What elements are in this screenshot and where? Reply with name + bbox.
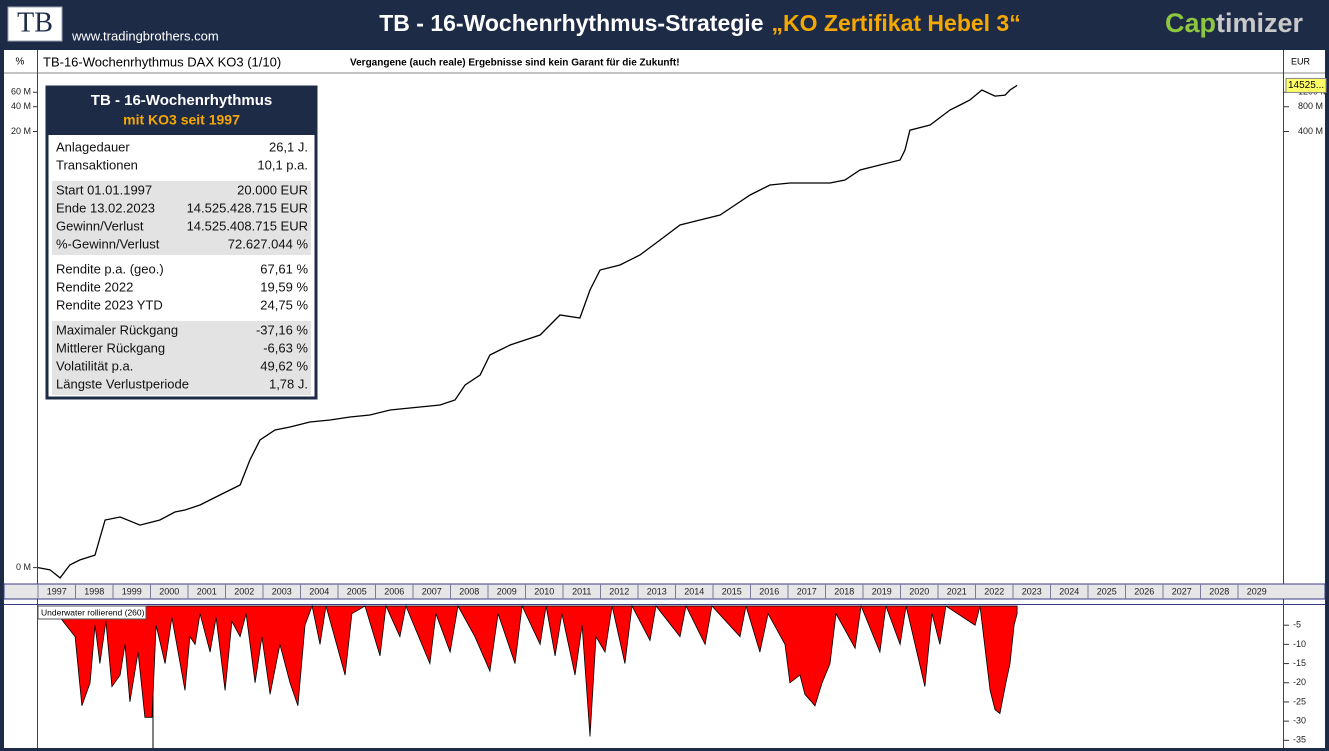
panel-title: Underwater rollierend (260): [41, 607, 145, 617]
stats-subtitle: mit KO3 seit 1997: [123, 112, 240, 128]
x-tick-label: 2009: [497, 586, 517, 596]
disclaimer: Vergangene (auch reale) Ergebnisse sind …: [350, 58, 680, 69]
y-tick-label: -30: [1293, 716, 1306, 726]
x-tick-label: 2027: [1172, 586, 1192, 596]
x-tick-label: 2002: [234, 586, 254, 596]
stats-label: Start 01.01.1997: [56, 182, 152, 197]
stats-title: TB - 16-Wochenrhythmus: [91, 92, 272, 109]
stats-value: 10,1 p.a.: [257, 157, 308, 172]
y-tick-label: 40 M: [11, 101, 31, 111]
stats-value: 1,78 J.: [269, 376, 308, 391]
y-tick-label: -15: [1293, 658, 1306, 668]
instrument: TB-16-Wochenrhythmus DAX KO3 (1/10): [43, 54, 281, 69]
stats-value: 49,62 %: [260, 358, 308, 373]
stats-label: Maximaler Rückgang: [56, 322, 178, 337]
x-tick-label: 1999: [122, 586, 142, 596]
stats-group-bg: [52, 181, 311, 255]
x-tick-label: 2020: [909, 586, 929, 596]
y-tick-label: 20 M: [11, 126, 31, 136]
x-tick-label: 2024: [1059, 586, 1079, 596]
x-tick-label: 2014: [684, 586, 704, 596]
stats-group-bg: [52, 321, 311, 395]
x-tick-label: 2004: [309, 586, 329, 596]
equity-line: [37, 84, 1018, 579]
x-tick-label: 1998: [84, 586, 104, 596]
y-tick-label: -5: [1293, 620, 1301, 630]
x-tick-label: 1997: [47, 586, 67, 596]
x-tick-label: 2003: [272, 586, 292, 596]
last-value-box: [1285, 77, 1327, 93]
stats-value: 26,1 J.: [269, 139, 308, 154]
x-tick-label: 2028: [1209, 586, 1229, 596]
stats-label: Ende 13.02.2023: [56, 200, 155, 215]
stats-value: 20.000 EUR: [237, 182, 308, 197]
left-unit: %: [16, 57, 25, 68]
x-tick-label: 2013: [647, 586, 667, 596]
stats-value: -37,16 %: [256, 322, 308, 337]
x-tick-label: 2005: [347, 586, 367, 596]
stats-label: Volatilität p.a.: [56, 358, 133, 373]
y-tick-label: 60 M: [11, 87, 31, 97]
right-unit: EUR: [1291, 56, 1311, 66]
underwater-area: [37, 604, 1018, 737]
stats-value: -6,63 %: [263, 340, 308, 355]
stats-label: Rendite 2022: [56, 279, 133, 294]
panel-title-box: [37, 605, 147, 620]
stats-label: Anlagedauer: [56, 139, 130, 154]
x-tick-label: 2000: [159, 586, 179, 596]
x-tick-label: 2011: [572, 586, 591, 596]
x-tick-label: 2012: [609, 586, 629, 596]
y-tick-label: -10: [1293, 639, 1306, 649]
x-tick-label: 2010: [534, 586, 554, 596]
brand-cap: Cap: [1165, 8, 1216, 38]
x-tick-label: 2029: [1247, 586, 1267, 596]
stats-label: %-Gewinn/Verlust: [56, 236, 160, 251]
stats-label: Rendite 2023 YTD: [56, 297, 163, 312]
x-tick-label: 2001: [197, 586, 217, 596]
y-tick-label: -35: [1293, 735, 1306, 745]
x-tick-label: 2015: [722, 586, 742, 596]
y-tick-label: 0 M: [16, 562, 31, 572]
stats-label: Mittlerer Rückgang: [56, 340, 165, 355]
y2-tick-label: 800 M: [1298, 101, 1323, 111]
page-title: TB - 16-Wochenrhythmus-Strategie „KO Zert…: [379, 10, 1020, 36]
x-tick-label: 2008: [459, 586, 479, 596]
last-value-label: 14525...: [1288, 80, 1324, 91]
stats-value: 67,61 %: [260, 261, 308, 276]
x-tick-label: 2023: [1022, 586, 1042, 596]
title-main: TB - 16-Wochenrhythmus-Strategie: [379, 10, 763, 36]
logo: TB: [17, 7, 53, 38]
stats-value: 19,59 %: [260, 279, 308, 294]
stats-value: 14.525.428.715 EUR: [187, 200, 308, 215]
brand: Captimizer: [1165, 8, 1304, 38]
x-tick-label: 2016: [759, 586, 779, 596]
x-tick-label: 2017: [797, 586, 817, 596]
x-tick-label: 2021: [947, 586, 967, 596]
x-tick-label: 2022: [984, 586, 1004, 596]
y-tick-label: -20: [1293, 677, 1306, 687]
x-tick-label: 2026: [1134, 586, 1154, 596]
stats-value: 14.525.408.715 EUR: [187, 218, 308, 233]
stats-value: 72.627.044 %: [228, 236, 309, 251]
stats-label: Gewinn/Verlust: [56, 218, 144, 233]
x-tick-label: 2019: [872, 586, 892, 596]
x-tick-label: 2007: [422, 586, 442, 596]
year-band: [3, 583, 1326, 600]
stats-label: Transaktionen: [56, 157, 138, 172]
website: www.tradingbrothers.com: [71, 28, 219, 43]
y2-tick-label: 400 M: [1298, 126, 1323, 136]
y-tick-label: -25: [1293, 696, 1306, 706]
logo-box: [7, 6, 63, 42]
stats-label: Längste Verlustperiode: [56, 376, 189, 391]
stats-value: 24,75 %: [260, 297, 308, 312]
stats-header: [47, 87, 316, 135]
stats-label: Rendite p.a. (geo.): [56, 261, 164, 276]
title-highlight: „KO Zertifikat Hebel 3“: [772, 10, 1021, 36]
brand-rest: timizer: [1216, 8, 1304, 38]
x-tick-label: 2025: [1097, 586, 1117, 596]
x-tick-label: 2018: [834, 586, 854, 596]
x-tick-label: 2006: [384, 586, 404, 596]
